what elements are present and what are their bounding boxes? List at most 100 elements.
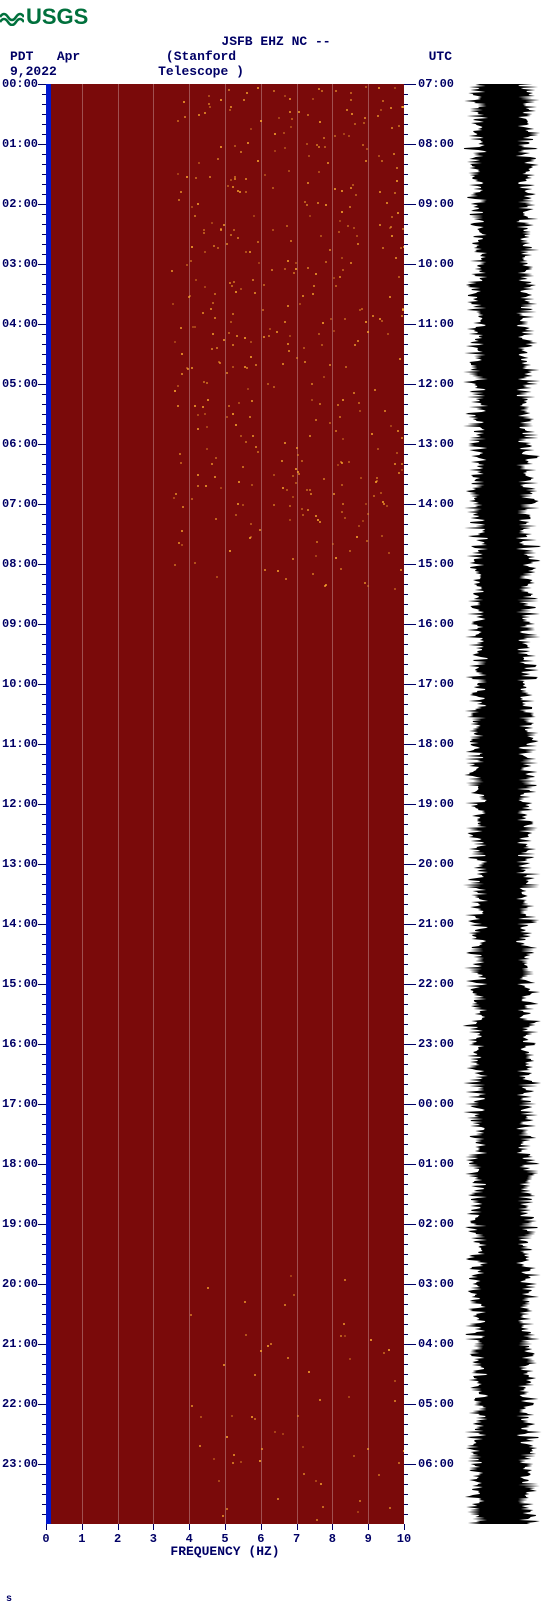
speck: [307, 114, 309, 116]
minor-tick: [42, 1514, 46, 1515]
minor-tick: [404, 294, 408, 295]
speck: [252, 435, 254, 437]
minor-tick: [404, 1364, 408, 1365]
speck: [382, 247, 384, 249]
speck: [309, 215, 311, 217]
speck: [217, 158, 219, 160]
speck: [216, 347, 218, 349]
speck: [342, 399, 344, 401]
minor-tick: [404, 1174, 408, 1175]
tick: [38, 384, 46, 385]
minor-tick: [404, 244, 408, 245]
speck: [343, 1323, 345, 1325]
minor-tick: [42, 354, 46, 355]
speck: [180, 327, 182, 329]
speck: [290, 126, 292, 128]
minor-tick: [404, 1034, 408, 1035]
minor-tick: [42, 1364, 46, 1365]
minor-tick: [42, 164, 46, 165]
speck: [298, 473, 300, 475]
speck: [318, 171, 320, 173]
speck: [258, 262, 260, 264]
speck: [362, 144, 364, 146]
minor-tick: [404, 234, 408, 235]
minor-tick: [404, 534, 408, 535]
minor-tick: [42, 1414, 46, 1415]
minor-tick: [404, 1484, 408, 1485]
speck: [226, 1436, 228, 1438]
minor-tick: [404, 184, 408, 185]
minor-tick: [42, 1494, 46, 1495]
speck: [349, 550, 351, 552]
speck: [272, 229, 274, 231]
minor-tick: [42, 514, 46, 515]
footer-mark: s: [6, 1594, 12, 1605]
speck: [317, 202, 319, 204]
speck: [362, 520, 364, 522]
speck: [245, 178, 247, 180]
speck: [261, 1448, 263, 1450]
minor-tick: [42, 1124, 46, 1125]
speck: [232, 1462, 234, 1464]
y-left-label: 02:00: [2, 197, 38, 211]
minor-tick: [42, 894, 46, 895]
speck: [269, 328, 271, 330]
minor-tick: [42, 664, 46, 665]
speck: [175, 493, 177, 495]
speck: [289, 111, 291, 113]
minor-tick: [404, 574, 408, 575]
minor-tick: [42, 314, 46, 315]
speck: [381, 320, 383, 322]
speck: [335, 557, 337, 559]
speck: [373, 495, 375, 497]
minor-tick: [404, 834, 408, 835]
speck: [306, 489, 308, 491]
minor-tick: [42, 784, 46, 785]
minor-tick: [404, 1354, 408, 1355]
tick: [38, 924, 46, 925]
speck: [183, 101, 185, 103]
speck: [228, 332, 230, 334]
minor-tick: [42, 404, 46, 405]
speck: [235, 424, 237, 426]
speck: [237, 503, 239, 505]
speck: [337, 404, 339, 406]
speck: [244, 337, 246, 339]
speck: [249, 251, 251, 253]
minor-tick: [404, 1434, 408, 1435]
minor-tick: [42, 1174, 46, 1175]
minor-tick: [404, 604, 408, 605]
minor-tick: [404, 394, 408, 395]
y-right-label: 11:00: [418, 317, 454, 331]
minor-tick: [42, 1134, 46, 1135]
tick: [404, 384, 416, 385]
gridline: [368, 84, 369, 1524]
minor-tick: [42, 284, 46, 285]
x-tick: [82, 1524, 83, 1530]
speck: [339, 276, 341, 278]
speck: [264, 569, 266, 571]
speck: [285, 578, 287, 580]
speck: [290, 240, 292, 242]
speck: [388, 1349, 390, 1351]
speck: [204, 286, 206, 288]
minor-tick: [42, 464, 46, 465]
speck: [274, 133, 276, 135]
speck: [194, 326, 196, 328]
speck: [398, 1462, 400, 1464]
speck: [177, 405, 179, 407]
minor-tick: [42, 914, 46, 915]
tick: [38, 984, 46, 985]
speck: [246, 367, 248, 369]
gridline: [82, 84, 83, 1524]
minor-tick: [404, 1074, 408, 1075]
tick: [404, 744, 416, 745]
speck: [230, 179, 232, 181]
speck: [173, 497, 175, 499]
speck: [345, 366, 347, 368]
wave-icon: [0, 8, 24, 26]
speck: [344, 1279, 346, 1281]
speck: [180, 191, 182, 193]
x-tick: [225, 1524, 226, 1530]
y-right-label: 20:00: [418, 857, 454, 871]
